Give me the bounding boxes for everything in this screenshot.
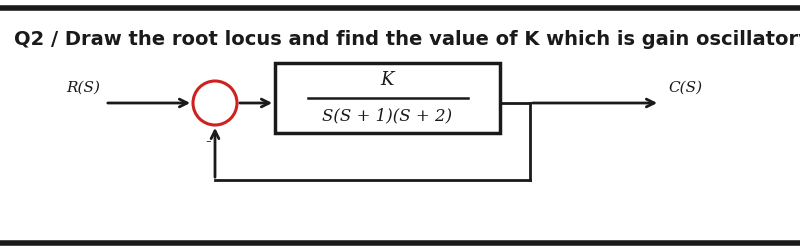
Text: K: K <box>381 71 394 89</box>
Bar <box>275 63 500 133</box>
Text: -: - <box>206 133 211 150</box>
Text: Q2 / Draw the root locus and find the value of K which is gain oscillatory: Q2 / Draw the root locus and find the va… <box>14 30 800 49</box>
Text: C(S): C(S) <box>668 81 702 95</box>
Text: S(S + 1)(S + 2): S(S + 1)(S + 2) <box>322 107 453 124</box>
Text: R(S): R(S) <box>66 81 100 95</box>
